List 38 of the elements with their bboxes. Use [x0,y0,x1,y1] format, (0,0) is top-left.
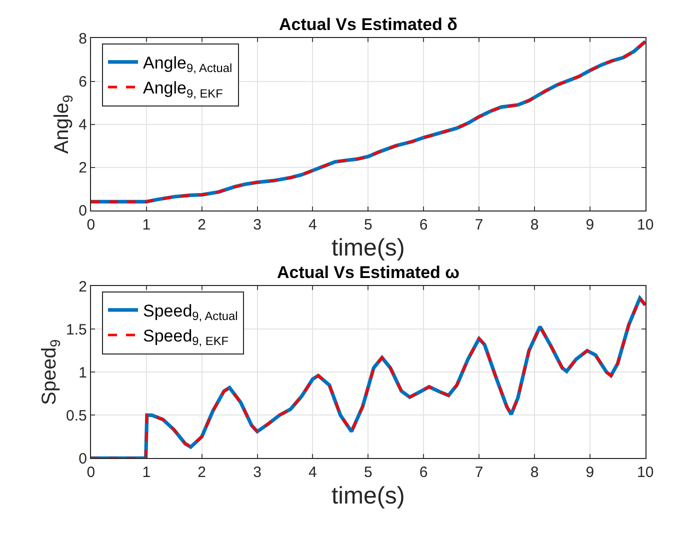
y-tick-label: 0 [78,450,87,468]
x-tick-label: 1 [142,464,151,482]
x-tick-label: 5 [364,464,372,482]
legend-label: Angle$_{9, EKF}$ [143,78,223,100]
x-axis-title: time(s) [331,234,405,262]
y-tick-label: 1 [78,364,87,382]
x-axis-title: time(s) [331,482,405,510]
y-tick-label: 2 [78,278,87,296]
x-tick-label: 10 [637,464,654,482]
y-tick-label: 0.5 [66,407,87,424]
x-tick-label: 3 [253,464,262,482]
x-tick-label: 1 [142,216,151,234]
x-tick-label: 6 [419,216,428,234]
chart-title: Actual Vs Estimated δ [279,15,458,34]
x-tick-label: 10 [637,216,654,234]
y-tick-label: 8 [78,30,87,48]
y-tick-label: 6 [78,74,87,90]
x-tick-label: 8 [530,464,539,482]
legend-label: Speed$_{9, Actual}$ [143,302,238,324]
x-tick-label: 9 [586,216,594,234]
x-tick-label: 6 [419,464,428,482]
x-tick-label: 7 [474,216,484,234]
x-tick-label: 4 [308,464,317,482]
x-tick-label: 9 [586,464,594,482]
x-tick-label: 3 [253,216,262,234]
x-tick-label: 4 [308,216,317,234]
x-tick-label: 2 [198,216,206,234]
y-tick-label: 4 [78,116,87,134]
x-tick-label: 8 [530,216,539,234]
y-tick-label: 1.5 [66,321,87,338]
x-tick-label: 7 [474,464,484,482]
x-tick-label: 5 [364,216,372,234]
x-tick-label: 2 [198,464,206,482]
chart-title: Actual Vs Estimated ω [277,263,460,282]
y-tick-label: 2 [78,160,87,177]
legend-label: Speed$_{9, EKF}$ [143,326,229,348]
legend-label: Angle$_{9, Actual}$ [143,54,232,76]
y-tick-label: 0 [78,202,87,220]
